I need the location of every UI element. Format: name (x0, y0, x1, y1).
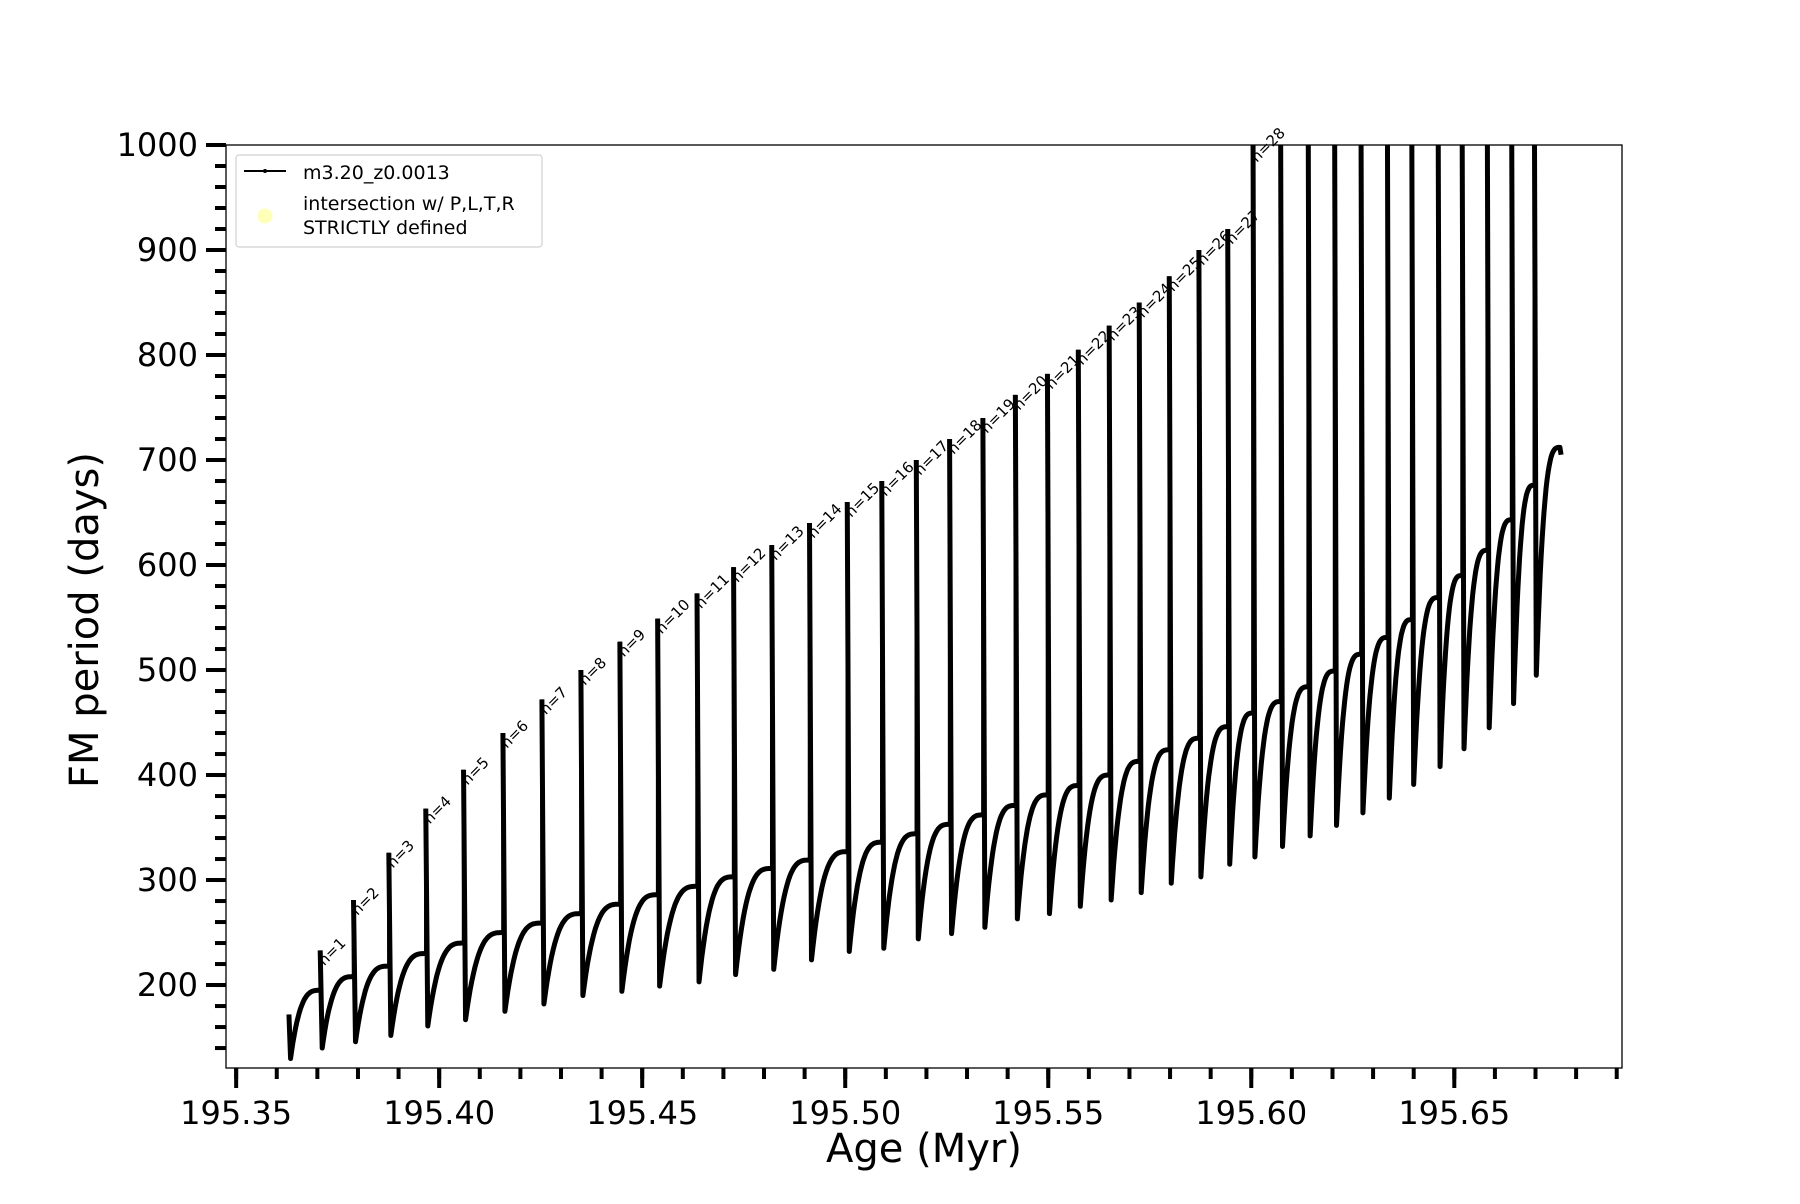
y-tick-label: 300 (137, 861, 198, 899)
legend-box (235, 154, 543, 248)
y-tick-label: 700 (137, 441, 198, 479)
pulse-label: n=27 (1222, 206, 1264, 248)
x-tick-label: 195.55 (992, 1094, 1104, 1132)
pulse-cycle (1305, 145, 1336, 839)
pulse-cycle (1250, 145, 1282, 860)
x-tick-label: 195.45 (586, 1094, 698, 1132)
pulse-label: n=14 (804, 500, 846, 542)
pulse-cycle (1509, 145, 1536, 707)
pulse-cycle (1225, 228, 1255, 867)
pulse-cycle (617, 641, 659, 994)
legend-label-series: m3.20_z0.0013 (303, 162, 450, 184)
series-segment-start (286, 987, 322, 1062)
pulse-cycle (351, 899, 390, 1045)
pulse-label: n=11 (691, 570, 733, 612)
pulse-cycle (731, 567, 773, 978)
pulse-cycle (500, 733, 543, 1014)
x-tick-label: 195.50 (789, 1094, 901, 1132)
pulse-cycle (386, 852, 427, 1038)
y-tick-label: 600 (137, 546, 198, 584)
pulse-cycle (1044, 373, 1080, 917)
pulse-cycle (1278, 145, 1310, 849)
y-axis: 200 300 400 500 600 700 800 900 1000 (117, 126, 226, 1051)
x-tick-label: 195.40 (383, 1094, 495, 1132)
pulse-cycle (1532, 145, 1564, 678)
pulse-cycle (1358, 145, 1389, 816)
pulse-cycle (1075, 349, 1111, 909)
pulse-cycle (879, 481, 918, 951)
y-tick-label: 1000 (117, 126, 198, 164)
y-tick-label: 900 (137, 231, 198, 269)
pulse-cycle (423, 808, 465, 1029)
x-tick-label: 195.35 (180, 1094, 292, 1132)
pulse-label: n=13 (766, 522, 808, 564)
legend-dot-marker (263, 169, 267, 173)
legend-label-intersection-line2: STRICTLY defined (303, 217, 468, 239)
x-axis: 195.35 195.40 195.45 195.50 195.55 195.60 195.… (180, 1068, 1619, 1132)
y-tick-label: 200 (137, 966, 198, 1004)
pulse-cycle (1136, 302, 1171, 896)
pulse-cycle (694, 593, 735, 985)
pulse-cycle (461, 769, 504, 1023)
y-tick-label: 400 (137, 756, 198, 794)
pulse-cycle (769, 545, 811, 972)
pulse-cycle (655, 618, 698, 989)
pulse-label: n=12 (728, 544, 770, 586)
pulse-cycle (913, 460, 951, 942)
pulse-cycle (539, 699, 582, 1007)
pulse-cycle (1384, 145, 1414, 801)
pulse-cycle (1012, 394, 1049, 922)
legend: m3.20_z0.0013 intersection w/ P,L,T,R ST… (235, 154, 543, 248)
pulse-cycle (1166, 276, 1201, 886)
pulse-cycle (1196, 249, 1230, 880)
pulse-cycle (844, 502, 883, 954)
legend-intersection-marker (257, 208, 273, 224)
x-tick-label: 195.65 (1398, 1094, 1510, 1132)
pulse-cycle (1332, 145, 1363, 828)
pulse-cycle (1459, 145, 1489, 752)
pulse-cycle (1409, 145, 1440, 787)
pulse-cycle (806, 523, 849, 963)
pulse-cycle (578, 670, 621, 999)
pulse-cycle (317, 950, 355, 1051)
legend-label-intersection-line1: intersection w/ P,L,T,R (303, 193, 515, 215)
pulse-cycle (1435, 145, 1464, 770)
pulse-cycle (1484, 145, 1514, 731)
series-layer (286, 145, 1564, 1062)
x-axis-label: Age (Myr) (826, 1126, 1022, 1172)
y-tick-label: 800 (137, 336, 198, 374)
pulse-cycle (947, 439, 985, 937)
y-tick-label: 500 (137, 651, 198, 689)
pulse-label: n=10 (652, 596, 694, 638)
y-axis-label: FM period (days) (62, 452, 108, 788)
pulse-cycle (1106, 325, 1141, 903)
pulse-cycle (980, 418, 1017, 930)
x-tick-label: 195.60 (1195, 1094, 1307, 1132)
